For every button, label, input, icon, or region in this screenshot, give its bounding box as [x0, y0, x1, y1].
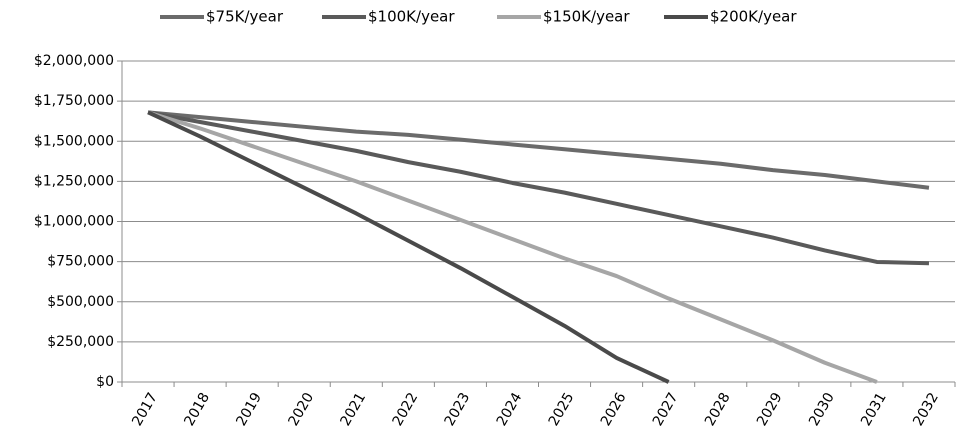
x-tick-label: 2020 [285, 390, 317, 429]
x-tick-label: 2030 [806, 390, 838, 429]
y-tick-label: $1,750,000 [34, 93, 114, 109]
y-tick-label: $1,250,000 [34, 173, 114, 189]
series-line [147, 110, 670, 384]
x-tick-label: 2025 [546, 390, 578, 429]
series-line [147, 110, 930, 190]
y-tick-label: $2,000,000 [34, 53, 114, 69]
x-tick-label: 2023 [442, 390, 474, 429]
x-tick-label: 2019 [233, 390, 265, 429]
legend-label: $150K/year [543, 8, 630, 26]
x-tick-label: 2026 [598, 390, 630, 429]
x-tick-label: 2018 [181, 390, 213, 429]
y-tick-label: $0 [96, 374, 114, 390]
y-tick-label: $1,000,000 [34, 214, 114, 230]
x-tick-label: 2022 [390, 390, 422, 429]
legend-label: $200K/year [710, 8, 797, 26]
series-line [147, 110, 930, 266]
y-tick-label: $750,000 [47, 254, 114, 270]
series-line [147, 110, 878, 384]
x-tick-label: 2028 [702, 390, 734, 429]
x-tick-label: 2017 [129, 390, 161, 429]
y-tick-label: $250,000 [47, 334, 114, 350]
legend-label: $100K/year [368, 8, 455, 26]
x-tick-label: 2029 [754, 390, 786, 429]
x-tick-label: 2032 [910, 390, 942, 429]
legend-label: $75K/year [206, 8, 284, 26]
x-tick-label: 2031 [858, 390, 890, 429]
y-tick-label: $1,500,000 [34, 133, 114, 149]
x-tick-label: 2021 [338, 390, 370, 429]
x-tick-label: 2027 [650, 390, 682, 429]
x-tick-label: 2024 [494, 390, 526, 429]
y-tick-label: $500,000 [47, 294, 114, 310]
